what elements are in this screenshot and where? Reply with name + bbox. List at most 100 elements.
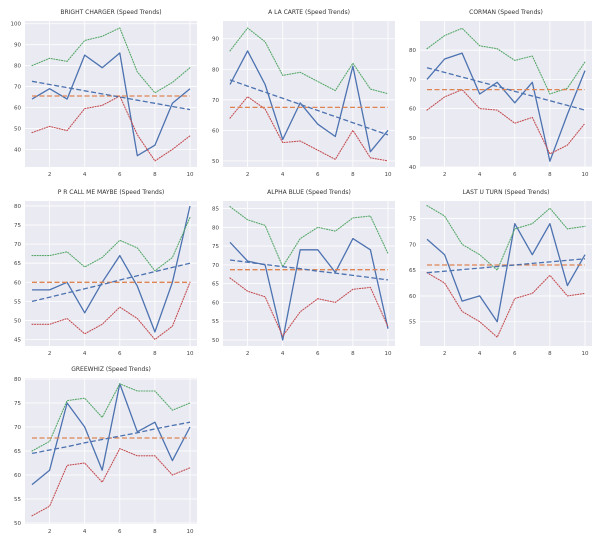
- upper-band-line: [229, 206, 389, 268]
- trend-line: [229, 259, 389, 281]
- x-tick-label: 4: [281, 172, 285, 178]
- speed-line: [32, 205, 191, 333]
- x-tick-label: 10: [186, 351, 193, 357]
- subplot-3: 40 50 60 70 80 2 4 6 8 10 CORMAN (Speed Trends): [409, 9, 592, 178]
- y-tick-label: 75: [14, 401, 21, 407]
- x-tick-label: 2: [246, 351, 250, 357]
- y-tick-label: 50: [14, 521, 21, 527]
- upper-band-line: [229, 27, 389, 95]
- y-tick-label: 80: [409, 48, 416, 54]
- y-tick-label: 90: [14, 43, 21, 49]
- x-tick-label: 10: [384, 172, 391, 178]
- y-tick-label: 60: [409, 294, 416, 300]
- lower-band-line: [426, 89, 586, 155]
- y-tick-label: 50: [409, 136, 416, 142]
- x-tick-label: 2: [443, 172, 447, 178]
- y-tick-label: 60: [14, 106, 21, 112]
- subplot-1: 40 50 60 70 80 90 100 2 4 6 8 10 BRIGHT CHARGER (Spe…: [11, 9, 197, 178]
- speed-line: [229, 50, 389, 153]
- y-tick-label: 65: [14, 261, 21, 267]
- y-tick-label: 60: [212, 300, 219, 306]
- speed-line: [426, 52, 586, 162]
- x-tick-label: 2: [48, 172, 52, 178]
- y-tick-label: 40: [409, 165, 416, 171]
- x-tick-label: 6: [118, 351, 122, 357]
- x-tick-label: 6: [513, 172, 517, 178]
- subplot-title: A LA CARTE (Speed Trends): [268, 9, 350, 16]
- x-tick-label: 2: [48, 529, 52, 535]
- lower-band-line: [31, 281, 191, 341]
- subplot-title: GREEWHIZ (Speed Trends): [71, 366, 151, 373]
- upper-band-line: [31, 383, 191, 452]
- subplot-title: P R CALL ME MAYBE (Speed Trends): [58, 189, 165, 196]
- subplot-2: 50 60 70 80 90 2 4 6 8 10 A LA CARTE (Speed Trends…: [212, 9, 395, 178]
- y-tick-label: 75: [14, 223, 21, 229]
- y-tick-label: 60: [409, 107, 416, 113]
- x-tick-label: 6: [118, 529, 122, 535]
- x-tick-label: 8: [153, 351, 157, 357]
- subplot-title: LAST U TURN (Speed Trends): [463, 189, 550, 196]
- lower-band-line: [31, 448, 191, 517]
- x-tick-label: 4: [83, 172, 87, 178]
- x-tick-label: 8: [351, 351, 355, 357]
- y-tick-label: 80: [212, 225, 219, 231]
- x-tick-label: 8: [351, 172, 355, 178]
- trend-line: [31, 262, 191, 303]
- plot-area: [25, 21, 197, 167]
- y-tick-label: 80: [14, 377, 21, 383]
- y-tick-label: 60: [14, 280, 21, 286]
- y-tick-label: 70: [14, 242, 21, 248]
- trend-line: [426, 258, 586, 274]
- x-tick-label: 2: [443, 351, 447, 357]
- lower-band-line: [426, 272, 586, 338]
- x-tick-label: 10: [186, 529, 193, 535]
- y-tick-label: 70: [212, 98, 219, 104]
- subplot-6: 55 60 65 70 75 2 4 6 8 10 LAST U TURN (Speed Trend…: [409, 189, 592, 357]
- y-tick-label: 75: [212, 244, 219, 250]
- y-tick-label: 80: [14, 64, 21, 70]
- x-tick-label: 6: [316, 351, 320, 357]
- y-tick-label: 65: [212, 282, 219, 288]
- y-tick-label: 55: [212, 319, 219, 325]
- x-tick-label: 10: [186, 172, 193, 178]
- y-tick-label: 65: [14, 449, 21, 455]
- x-tick-label: 6: [316, 172, 320, 178]
- speed-line: [31, 383, 191, 486]
- y-tick-label: 85: [212, 207, 219, 213]
- x-tick-label: 4: [83, 529, 87, 535]
- lower-band-line: [31, 95, 191, 162]
- trend-line: [31, 80, 191, 111]
- upper-band-line: [426, 27, 586, 95]
- x-tick-label: 8: [548, 172, 552, 178]
- subplot-4: 45 50 55 60 65 70 75 80 2 4 6 8 10 P R CALL ME MAYBE …: [14, 189, 197, 357]
- x-tick-label: 4: [478, 172, 482, 178]
- y-tick-label: 70: [14, 425, 21, 431]
- trend-line: [229, 79, 389, 136]
- y-tick-label: 70: [14, 85, 21, 91]
- speed-line: [31, 52, 191, 157]
- y-tick-label: 50: [14, 318, 21, 324]
- x-tick-label: 6: [513, 351, 517, 357]
- x-tick-label: 8: [548, 351, 552, 357]
- x-tick-label: 10: [581, 351, 588, 357]
- y-tick-label: 60: [212, 128, 219, 134]
- subplot-title: CORMAN (Speed Trends): [469, 9, 543, 16]
- x-tick-label: 4: [478, 351, 482, 357]
- y-tick-label: 50: [212, 338, 219, 344]
- trend-line: [31, 421, 191, 455]
- upper-band-line: [31, 216, 191, 272]
- x-tick-label: 10: [581, 172, 588, 178]
- x-tick-label: 4: [281, 351, 285, 357]
- plot-area: [223, 201, 395, 346]
- x-tick-label: 10: [384, 351, 391, 357]
- subplot-5: 50 55 60 65 70 75 80 85 2 4 6 8 10 ALPHA BLUE (Speed …: [212, 189, 395, 357]
- y-tick-label: 70: [409, 77, 416, 83]
- y-tick-label: 45: [14, 338, 21, 344]
- y-tick-label: 75: [409, 217, 416, 223]
- x-tick-label: 6: [118, 172, 122, 178]
- x-tick-label: 8: [153, 172, 157, 178]
- y-tick-label: 60: [14, 473, 21, 479]
- upper-band-line: [31, 27, 191, 94]
- plot-area: [223, 21, 395, 167]
